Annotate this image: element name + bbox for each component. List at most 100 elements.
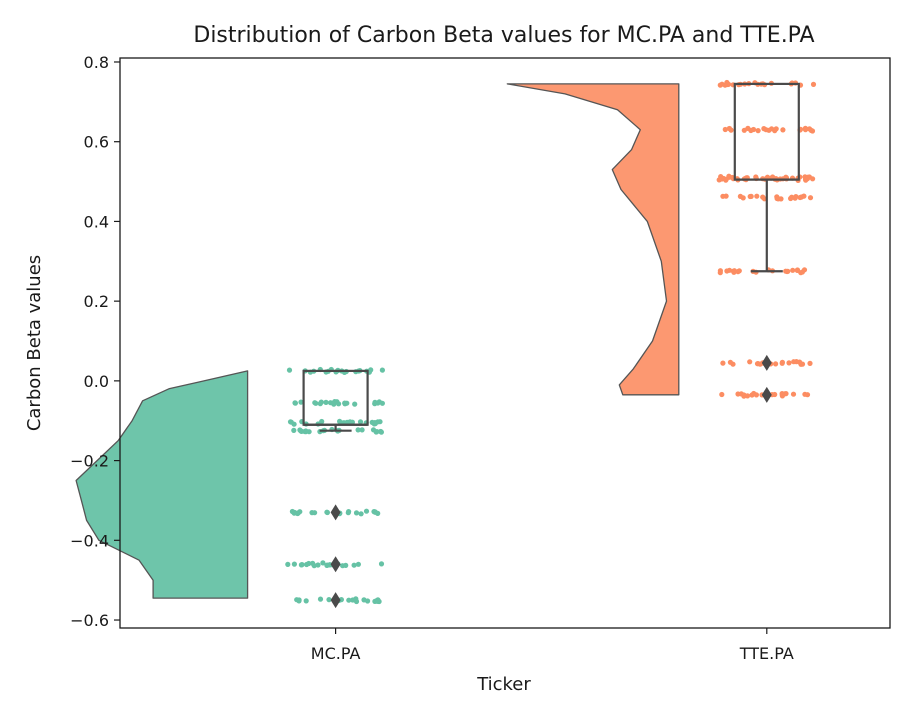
strip-point (810, 176, 816, 182)
strip-point (287, 419, 294, 425)
strip-point (379, 367, 385, 373)
strip-point (323, 399, 329, 405)
box-plots (302, 82, 800, 432)
strip-point (804, 392, 811, 398)
strip-point (748, 127, 754, 134)
strip-point (317, 401, 323, 407)
x-tick-label: TTE.PA (739, 644, 794, 663)
strip-point (359, 427, 365, 433)
strip-point (377, 419, 383, 425)
strip-point (317, 596, 324, 602)
strip-point (353, 596, 359, 602)
strip-point (352, 401, 358, 407)
strip-point (371, 421, 377, 427)
strip-point (336, 401, 342, 407)
strip-point (809, 128, 816, 134)
y-tick-label: 0.8 (84, 53, 109, 72)
strip-point (736, 268, 742, 274)
x-axis: MC.PA TTE.PA (311, 628, 794, 663)
strip-point (766, 127, 772, 133)
plot-area (75, 57, 891, 629)
strip-point (737, 193, 744, 199)
strip-point (793, 194, 799, 200)
strip-point (726, 125, 733, 132)
strip-point (716, 177, 722, 183)
strip-point (289, 508, 295, 515)
y-tick-label: 0.6 (84, 133, 109, 152)
strip-point (794, 267, 800, 273)
strip-point (375, 597, 381, 603)
strip-point (378, 561, 385, 567)
strip-point (358, 511, 364, 517)
outlier-marker (330, 504, 341, 521)
strip-point (304, 561, 310, 568)
strip-point (298, 399, 304, 405)
x-axis-label: Ticker (476, 674, 531, 695)
strip-point (772, 391, 778, 398)
box (302, 369, 369, 426)
strip-point (784, 268, 790, 275)
strip-point (720, 193, 726, 199)
strip-point (291, 427, 297, 433)
strip-point (731, 268, 738, 274)
strip-point (741, 127, 747, 133)
strip-point (375, 510, 381, 516)
strip-point (779, 360, 785, 366)
outlier-marker (761, 386, 772, 403)
density-cloud-tte-pa (506, 83, 680, 396)
strip-point (722, 126, 728, 133)
strip-point (351, 562, 357, 568)
strip-point (810, 81, 817, 87)
strip-point (757, 361, 763, 367)
strip-point (804, 176, 811, 182)
strip-point (353, 510, 360, 516)
outlier-markers (330, 354, 772, 609)
strip-point (355, 427, 361, 433)
y-tick-label: 0.2 (84, 292, 109, 311)
outlier-marker (330, 556, 341, 573)
strip-point (292, 400, 298, 406)
strip-point (295, 510, 301, 516)
strip-point (343, 562, 349, 569)
strip-point (780, 127, 786, 133)
strip-point (349, 419, 355, 425)
strip-point (720, 360, 726, 366)
strip-point (344, 419, 350, 425)
strip-point (298, 562, 304, 568)
strip-point (337, 418, 343, 424)
strip-point (363, 508, 370, 514)
outlier-marker (761, 354, 772, 371)
density-clouds (75, 83, 680, 599)
y-tick-label: −0.6 (70, 611, 109, 630)
y-tick-label: 0.0 (84, 372, 109, 391)
strip-point (320, 560, 326, 566)
strip-point (327, 400, 334, 406)
strip-point (748, 193, 754, 199)
strip-point (789, 194, 795, 200)
strip-point (801, 193, 807, 199)
y-tick-label: −0.2 (70, 452, 109, 471)
strip-point (790, 391, 797, 397)
strip-points (285, 79, 817, 605)
x-tick-label: MC.PA (311, 644, 361, 663)
strip-point (775, 196, 781, 202)
strip-point (357, 419, 364, 425)
strip-point (727, 359, 734, 365)
strip-point (361, 597, 367, 603)
strip-point (286, 367, 293, 373)
strip-point (798, 361, 804, 367)
strip-point (326, 597, 332, 603)
strip-point (374, 429, 380, 435)
strip-point (297, 427, 303, 433)
strip-point (723, 176, 729, 182)
strip-point (724, 268, 730, 274)
strip-point (717, 270, 723, 276)
y-axis: 0.8 0.6 0.4 0.2 0.0 −0.2 −0.4 −0.6 (70, 53, 120, 630)
strip-point (285, 561, 291, 568)
strip-point (801, 267, 808, 273)
strip-point (346, 597, 352, 603)
strip-point (722, 82, 728, 88)
strip-point (719, 391, 725, 398)
chart-title: Distribution of Carbon Beta values for M… (193, 23, 814, 48)
